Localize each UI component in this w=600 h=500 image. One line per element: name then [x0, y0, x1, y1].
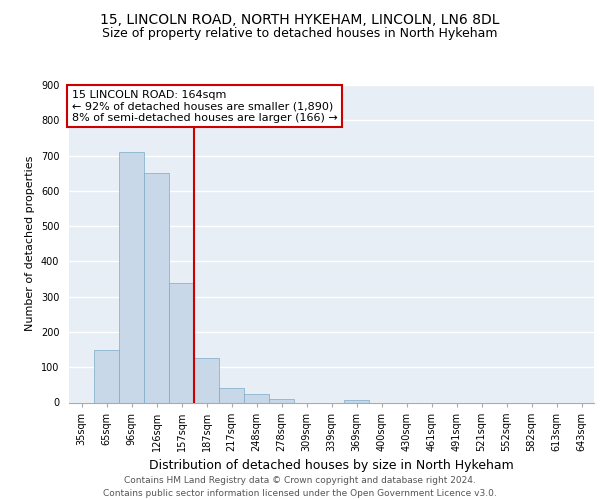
Bar	[269, 399, 294, 402]
Text: 15, LINCOLN ROAD, NORTH HYKEHAM, LINCOLN, LN6 8DL: 15, LINCOLN ROAD, NORTH HYKEHAM, LINCOLN…	[100, 12, 500, 26]
Bar	[144, 173, 169, 402]
Text: Contains HM Land Registry data © Crown copyright and database right 2024.
Contai: Contains HM Land Registry data © Crown c…	[103, 476, 497, 498]
Bar	[119, 152, 144, 403]
X-axis label: Distribution of detached houses by size in North Hykeham: Distribution of detached houses by size …	[149, 460, 514, 472]
Bar	[244, 394, 269, 402]
Bar	[169, 282, 194, 403]
Text: Size of property relative to detached houses in North Hykeham: Size of property relative to detached ho…	[102, 28, 498, 40]
Bar	[219, 388, 244, 402]
Text: 15 LINCOLN ROAD: 164sqm
← 92% of detached houses are smaller (1,890)
8% of semi-: 15 LINCOLN ROAD: 164sqm ← 92% of detache…	[71, 90, 337, 123]
Y-axis label: Number of detached properties: Number of detached properties	[25, 156, 35, 332]
Bar	[344, 400, 369, 402]
Bar	[194, 358, 219, 403]
Bar	[94, 350, 119, 403]
